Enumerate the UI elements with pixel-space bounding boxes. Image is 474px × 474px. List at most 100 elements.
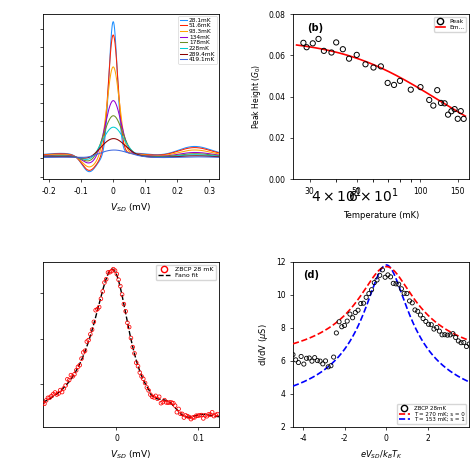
Point — [83, 338, 91, 346]
Point — [81, 347, 89, 355]
Point — [192, 412, 200, 419]
Point — [396, 77, 404, 85]
Point — [438, 331, 446, 338]
Point — [102, 275, 110, 283]
Point — [365, 290, 373, 297]
Point — [455, 337, 462, 345]
Point — [315, 35, 322, 43]
Line: 178mK: 178mK — [43, 116, 219, 161]
Point — [104, 269, 112, 276]
Point — [51, 389, 59, 396]
Point — [69, 373, 76, 380]
Point — [161, 396, 168, 404]
Point — [407, 86, 415, 93]
Point — [80, 348, 87, 356]
178mK — [174, 153, 180, 158]
289.4mK — [147, 154, 153, 160]
Point — [465, 340, 473, 348]
228mK — [83, 156, 89, 162]
Point — [124, 319, 131, 327]
419.1mK — [192, 154, 198, 160]
93.3mK — [147, 153, 153, 158]
Point — [463, 343, 470, 350]
51.6mK — [87, 167, 92, 173]
Point — [58, 388, 66, 396]
Text: (b): (b) — [307, 23, 323, 33]
28.1mK — [216, 149, 222, 155]
51.6mK — [40, 152, 46, 158]
Point — [368, 286, 375, 293]
Point — [39, 399, 46, 407]
Point — [300, 39, 307, 46]
134mK — [216, 152, 222, 158]
Line: 93.3mK: 93.3mK — [43, 67, 219, 167]
Point — [200, 415, 207, 422]
Y-axis label: dI/dV ($\mu$S): dI/dV ($\mu$S) — [257, 323, 270, 365]
Line: 228mK: 228mK — [43, 127, 219, 159]
Y-axis label: Peak Height ($G_0$): Peak Height ($G_0$) — [250, 64, 263, 129]
93.3mK — [174, 150, 180, 156]
Point — [42, 397, 50, 404]
Point — [187, 415, 195, 423]
178mK — [51, 153, 56, 159]
Text: (d): (d) — [303, 270, 319, 280]
Point — [53, 391, 61, 398]
Point — [180, 414, 188, 421]
Point — [328, 49, 335, 56]
X-axis label: $V_{SD}$ (mV): $V_{SD}$ (mV) — [110, 201, 152, 214]
419.1mK — [147, 155, 153, 160]
Point — [444, 331, 451, 339]
Point — [136, 369, 144, 376]
Point — [303, 355, 310, 362]
28.1mK — [147, 152, 153, 157]
Point — [182, 411, 190, 419]
93.3mK — [86, 164, 92, 170]
Point — [60, 384, 68, 392]
289.4mK — [51, 154, 56, 160]
178mK — [192, 151, 198, 156]
Point — [360, 300, 367, 307]
Point — [113, 270, 120, 278]
178mK — [143, 153, 148, 159]
Point — [376, 272, 383, 279]
Point — [55, 390, 63, 397]
93.3mK — [40, 153, 46, 158]
Point — [48, 392, 55, 400]
228mK — [192, 152, 198, 158]
Point — [44, 394, 52, 401]
Point — [212, 411, 219, 419]
Point — [414, 308, 421, 315]
Point — [417, 83, 424, 91]
Point — [146, 391, 154, 399]
Point — [171, 402, 179, 410]
Point — [300, 360, 308, 368]
Point — [457, 339, 465, 346]
Point — [419, 315, 427, 322]
28.1mK — [153, 152, 158, 157]
Point — [303, 44, 310, 51]
Point — [384, 79, 392, 87]
289.4mK — [40, 154, 46, 160]
X-axis label: Temperature (mK): Temperature (mK) — [343, 211, 419, 220]
Point — [159, 399, 166, 406]
228mK — [216, 154, 222, 159]
Point — [155, 393, 163, 401]
51.6mK — [174, 149, 180, 155]
Point — [354, 306, 362, 314]
Point — [178, 410, 186, 418]
Point — [189, 414, 197, 421]
Point — [201, 411, 209, 419]
Point — [196, 411, 204, 419]
178mK — [84, 158, 90, 164]
Point — [297, 353, 305, 360]
Point — [371, 279, 378, 286]
Point — [46, 394, 54, 401]
Point — [382, 273, 389, 281]
Point — [373, 276, 381, 284]
Point — [409, 299, 416, 307]
Legend: Peak, Em...: Peak, Em... — [434, 17, 466, 31]
419.1mK — [142, 154, 148, 160]
Point — [436, 328, 443, 335]
93.3mK — [153, 153, 158, 158]
Point — [134, 363, 142, 370]
